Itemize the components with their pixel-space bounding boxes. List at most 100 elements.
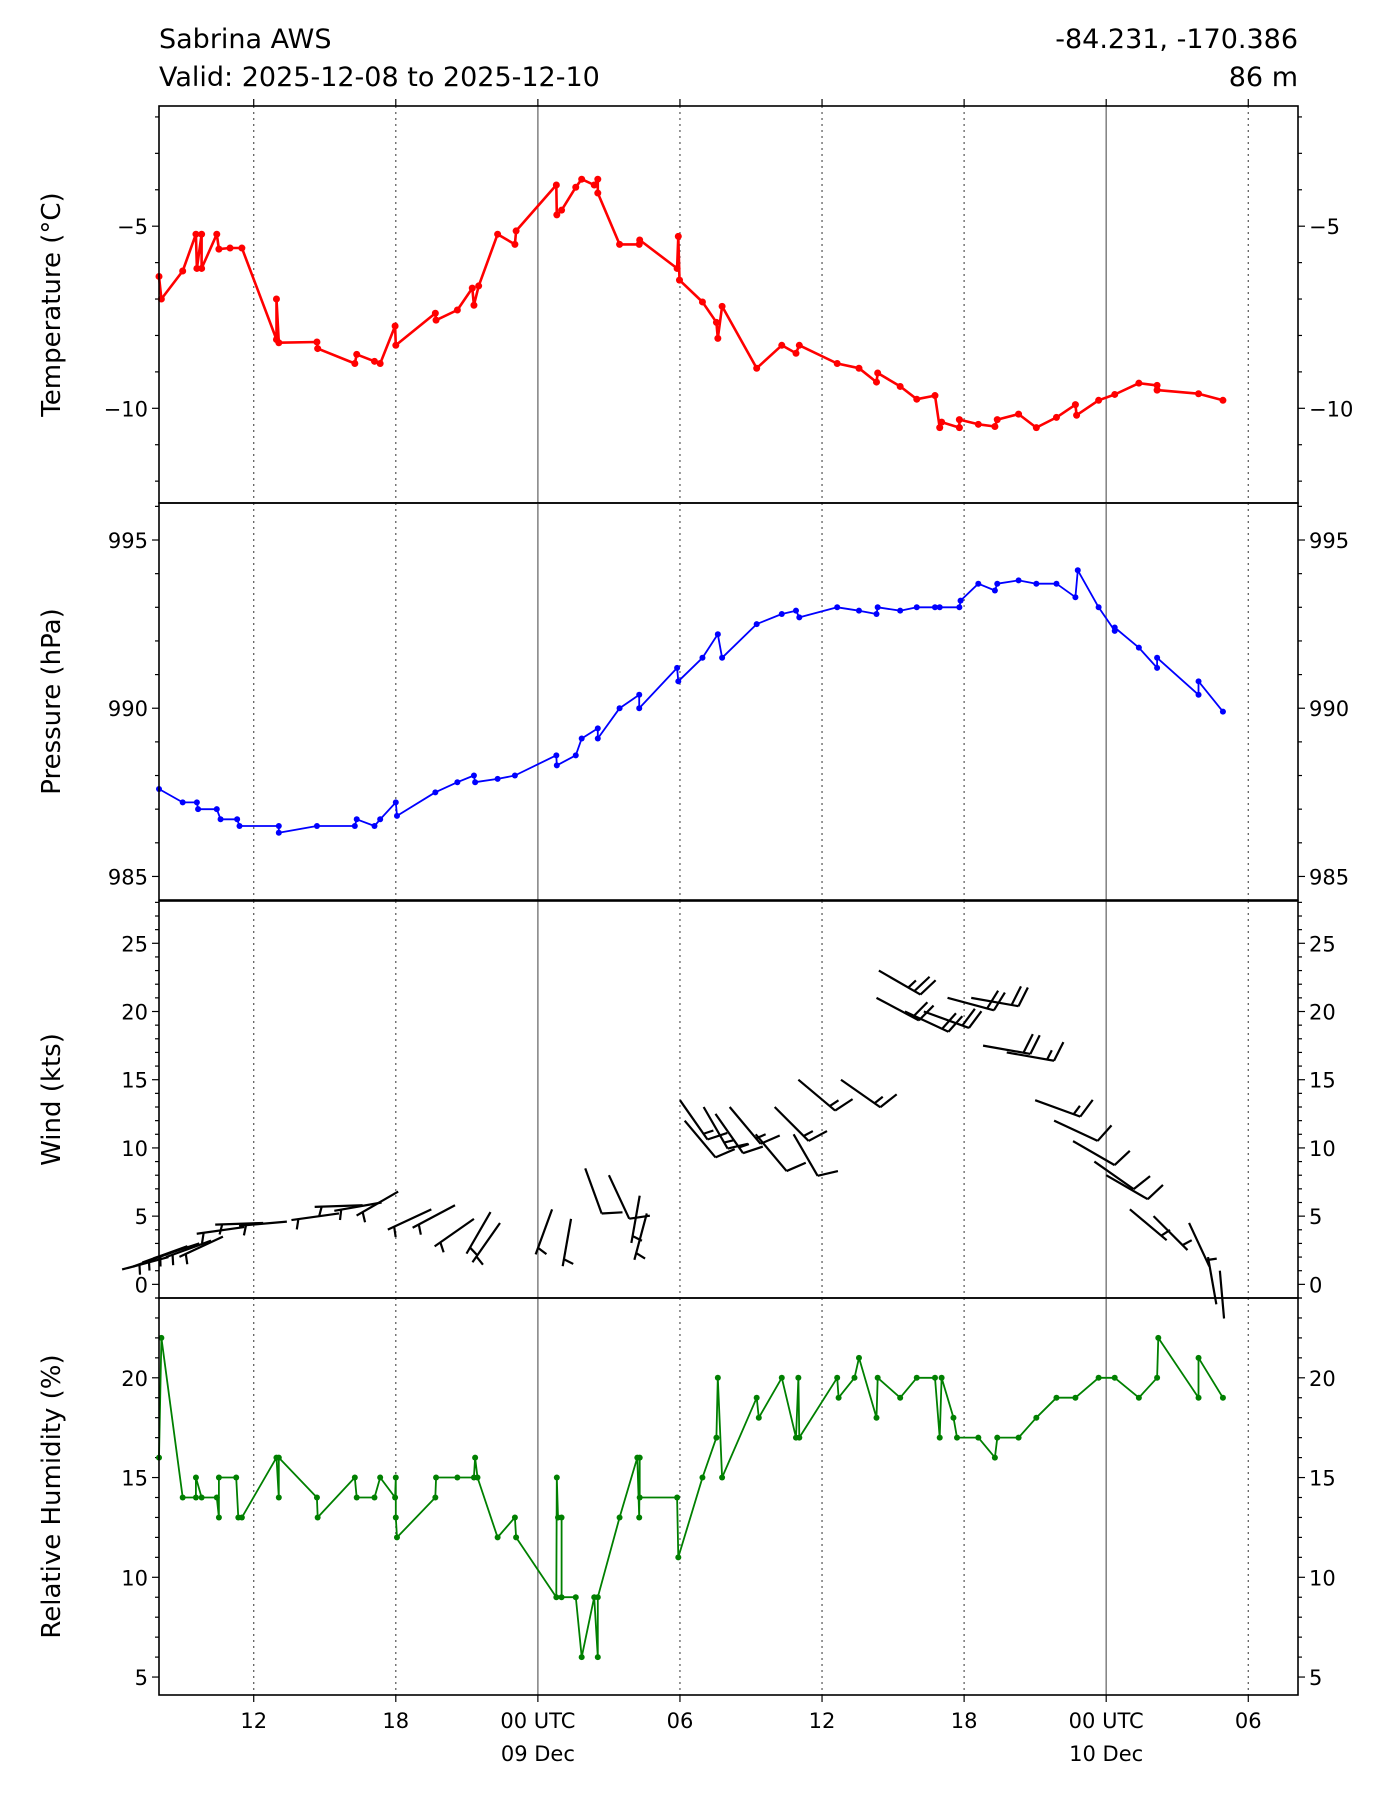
humidity-data-point bbox=[1195, 1354, 1202, 1361]
wind-barb-shaft bbox=[334, 1201, 382, 1212]
humidity-data-point bbox=[1154, 1374, 1161, 1381]
wind-barb bbox=[584, 1168, 623, 1215]
humidity-data-point bbox=[1111, 1374, 1118, 1381]
pressure-data-point bbox=[1053, 580, 1060, 587]
wind-barb-shaft bbox=[561, 1218, 573, 1267]
humidity-data-point bbox=[198, 1494, 205, 1501]
panels: −5 −5 −10 −10 Temperature (°C) 985 985 990 990 99… bbox=[37, 105, 1353, 1696]
wind-barb-half-feather bbox=[1182, 1239, 1193, 1247]
y-tick-label-right: 990 bbox=[1309, 697, 1349, 721]
temperature-data-point bbox=[778, 341, 786, 349]
wind-barb-full-feather bbox=[879, 1093, 898, 1109]
temperature-data-point bbox=[1032, 424, 1040, 432]
pressure-data-point bbox=[371, 822, 378, 829]
wind-barb-shaft bbox=[971, 996, 1019, 1008]
wind-barb bbox=[356, 1190, 399, 1223]
pressure-data-point bbox=[778, 611, 785, 618]
wind-barb-full-feather bbox=[961, 1008, 976, 1027]
temperature-data-point bbox=[712, 318, 720, 326]
humidity-data-point bbox=[1219, 1394, 1226, 1401]
y-tick-label-left: 10 bbox=[121, 1566, 148, 1590]
wind-barb bbox=[465, 1211, 492, 1256]
wind-barb-full-feather bbox=[992, 991, 1006, 1011]
temperature-axis-label: Temperature (°C) bbox=[37, 192, 67, 417]
wind-barb-shaft bbox=[465, 1211, 492, 1255]
temperature-data-point bbox=[370, 357, 378, 365]
wind-barb-full-feather bbox=[1147, 1184, 1164, 1201]
temperature-data-point bbox=[432, 316, 440, 324]
wind-barb-full-feather bbox=[834, 1098, 854, 1112]
pressure-data-point bbox=[796, 614, 803, 621]
humidity-data-point bbox=[616, 1514, 623, 1521]
wind-barb-shaft bbox=[683, 1119, 717, 1159]
wind-barb-shaft bbox=[291, 1212, 340, 1222]
temperature-data-point bbox=[353, 350, 361, 358]
humidity-panel-frame bbox=[158, 1297, 1299, 1696]
temperature-data-point bbox=[511, 240, 519, 248]
pressure-data-point bbox=[792, 607, 799, 614]
wind-barb-half-feather bbox=[439, 1242, 445, 1253]
temperature-data-point bbox=[314, 345, 322, 353]
y-tick-label-left: 5 bbox=[135, 1205, 148, 1229]
pressure-data-point bbox=[351, 822, 358, 829]
wind-barb-half-feather bbox=[242, 1224, 248, 1236]
humidity-data-point bbox=[158, 1334, 165, 1341]
wind-barb bbox=[947, 990, 1006, 1012]
pressure-data-point bbox=[873, 611, 880, 618]
temperature-data-point bbox=[192, 230, 200, 238]
temperature-data-point bbox=[636, 236, 644, 244]
temperature-data-point bbox=[874, 369, 882, 377]
temperature-data-point bbox=[594, 175, 602, 183]
pressure-data-point bbox=[393, 812, 400, 819]
pressure-data-point bbox=[636, 705, 643, 712]
y-tick-label-right: −10 bbox=[1309, 397, 1353, 421]
temperature-data-point bbox=[1073, 411, 1081, 419]
humidity-data-point bbox=[432, 1494, 439, 1501]
temperature-data-point bbox=[1095, 396, 1103, 404]
humidity-data-point bbox=[851, 1374, 858, 1381]
pressure-data-point bbox=[1111, 624, 1118, 631]
temperature-data-point bbox=[453, 306, 461, 314]
temperature-data-point bbox=[213, 230, 221, 238]
temperature-data-point bbox=[470, 301, 478, 309]
humidity-data-point bbox=[215, 1474, 222, 1481]
wind-barb-shaft bbox=[584, 1168, 603, 1214]
humidity-data-point bbox=[994, 1434, 1001, 1441]
y-tick-label-right: 10 bbox=[1309, 1137, 1336, 1161]
humidity-data-point bbox=[433, 1474, 440, 1481]
humidity-data-point bbox=[675, 1554, 682, 1561]
wind-barb-shaft bbox=[633, 1213, 648, 1261]
wind-barb-shaft bbox=[728, 1106, 762, 1145]
wind-barb-full-feather bbox=[1079, 1099, 1094, 1118]
temperature-data-point bbox=[590, 181, 598, 189]
pressure-data-point bbox=[179, 799, 186, 806]
wind-barb-shaft bbox=[982, 1044, 1031, 1056]
pressure-data-point bbox=[1074, 567, 1081, 574]
y-tick-label-left: −5 bbox=[117, 215, 148, 239]
y-tick-label-right: 20 bbox=[1309, 1001, 1336, 1025]
wind-barb bbox=[679, 1099, 728, 1141]
wind-barb bbox=[714, 1113, 764, 1155]
temperature-data-point bbox=[753, 364, 761, 372]
pressure-data-point bbox=[931, 604, 938, 611]
humidity-data-point bbox=[238, 1514, 245, 1521]
temperature-data-point bbox=[616, 240, 624, 248]
wind-barb-full-feather bbox=[1113, 1149, 1131, 1166]
pressure-axis-label: Pressure (hPa) bbox=[37, 608, 67, 795]
temperature-data-point bbox=[376, 360, 384, 368]
temperature-data-point bbox=[475, 282, 483, 290]
temperature-data-point bbox=[795, 341, 803, 349]
wind-barb bbox=[334, 1201, 382, 1221]
wind-barb bbox=[314, 1204, 363, 1218]
humidity-data-point bbox=[578, 1654, 585, 1661]
wind-barb-shaft bbox=[923, 1010, 970, 1029]
pressure-data-point bbox=[511, 772, 518, 779]
temperature-data-point bbox=[896, 382, 904, 390]
pressure-data-point bbox=[699, 654, 706, 661]
wind-barb-half-feather bbox=[147, 1260, 151, 1271]
temperature-data-point bbox=[558, 206, 566, 214]
humidity-data-point bbox=[778, 1374, 785, 1381]
wind-barb-half-feather bbox=[738, 1143, 750, 1149]
pressure-data-point bbox=[855, 607, 862, 614]
temperature-data-point bbox=[931, 392, 939, 400]
